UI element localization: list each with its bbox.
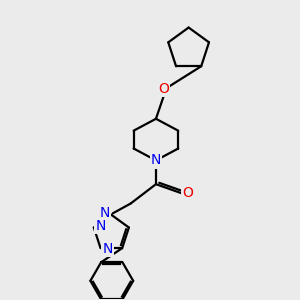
Text: N: N — [151, 153, 161, 167]
Text: N: N — [100, 206, 110, 220]
Text: N: N — [103, 242, 113, 256]
Text: O: O — [158, 82, 169, 96]
Text: O: O — [182, 185, 193, 200]
Text: N: N — [95, 219, 106, 233]
